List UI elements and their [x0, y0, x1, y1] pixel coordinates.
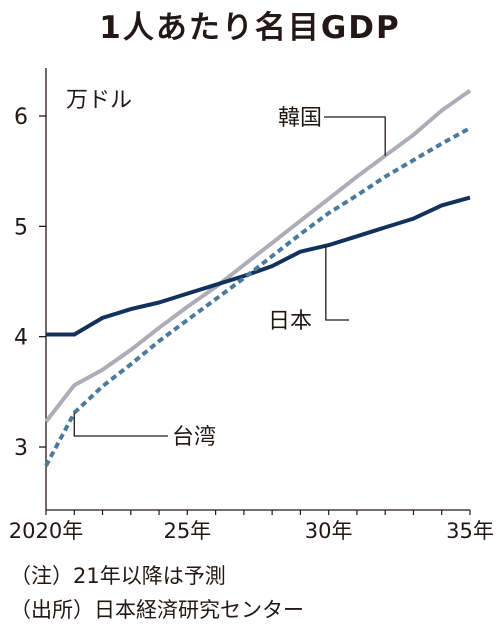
series-label: 日本 [268, 309, 312, 334]
x-tick-label: 25年 [163, 519, 211, 543]
leader-line [73, 412, 168, 437]
y-tick-label: 6 [14, 105, 28, 130]
series-line-1 [46, 195, 471, 337]
footnote-source: （出所）日本経済研究センター [10, 598, 304, 622]
x-tick-label: 30年 [305, 519, 353, 543]
series-label: 韓国 [278, 106, 322, 131]
x-tick-label: 35年 [446, 519, 494, 543]
series-line-0 [44, 88, 472, 423]
x-tick-label: 2020年 [9, 519, 83, 543]
y-tick-label: 5 [14, 215, 28, 240]
footnote-forecast: （注）21年以降は予測 [10, 564, 226, 588]
leader-line [325, 245, 349, 321]
y-tick-label: 4 [14, 326, 28, 351]
leader-line [324, 116, 386, 156]
series-label: 台湾 [172, 425, 216, 450]
series-line-2 [44, 126, 471, 467]
unit-label: 万ドル [66, 88, 133, 113]
y-tick-label: 3 [14, 436, 28, 461]
chart-title: 1人あたり名目GDP [99, 10, 401, 46]
